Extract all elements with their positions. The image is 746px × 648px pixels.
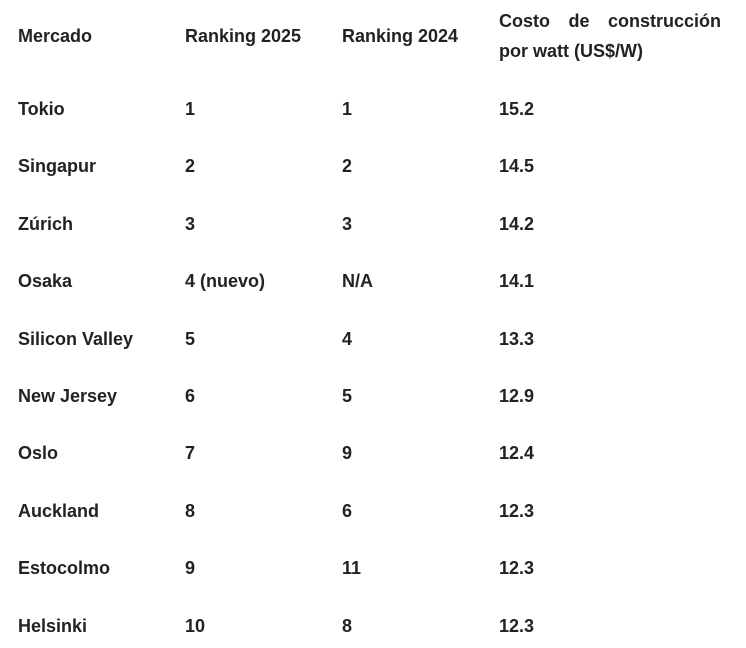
table-cell: 3 <box>185 213 196 234</box>
table-cell: 10 <box>185 615 206 636</box>
table-cell: 3 <box>342 213 353 234</box>
table-cell: 12.3 <box>499 615 535 636</box>
header-cell: Ranking 2025 <box>185 26 302 46</box>
table-cell: 1 <box>342 99 353 119</box>
table-cell: Zúrich <box>18 213 74 234</box>
header-cell: Costo de construcción por watt (US$/W) <box>499 11 721 61</box>
table-cell: 2 <box>185 156 196 177</box>
table-cell: 6 <box>342 500 353 521</box>
table-cell: Silicon Valley <box>18 328 134 349</box>
table-cell: 4 <box>342 328 353 349</box>
table-cell: Tokio <box>18 99 65 119</box>
table-cell: Auckland <box>18 500 100 521</box>
table-cell: Estocolmo <box>18 558 111 579</box>
table-cell: 12.9 <box>499 386 535 406</box>
header-cell: Mercado <box>18 26 93 46</box>
header-cell: Ranking 2024 <box>342 26 459 46</box>
table-cell: 12.4 <box>499 443 535 464</box>
table-cell: Osaka <box>18 271 73 292</box>
table-cell: 7 <box>185 443 196 464</box>
table-cell: Singapur <box>18 156 97 177</box>
table-cell: 12.3 <box>499 558 535 579</box>
table-cell: 13.3 <box>499 328 535 349</box>
table-cell: New Jersey <box>18 386 118 406</box>
table-cell: 5 <box>342 386 353 406</box>
table-cell: 9 <box>342 443 353 464</box>
table-cell: 2 <box>342 156 353 177</box>
table-cell: 1 <box>185 99 196 119</box>
table-cell: 11 <box>342 558 362 579</box>
table-cell: N/A <box>342 271 373 292</box>
table-cell: 12.3 <box>499 500 535 521</box>
table-cell: 14.5 <box>499 156 535 177</box>
table-cell: Oslo <box>18 443 59 464</box>
table-cell: 6 <box>185 386 196 406</box>
table-cell: 9 <box>185 558 196 579</box>
table-cell: 8 <box>185 500 196 521</box>
table-cell: 15.2 <box>499 99 535 119</box>
table-cell: 5 <box>185 328 196 349</box>
table-cell: 8 <box>342 615 353 636</box>
table-cell: Helsinki <box>18 615 88 636</box>
table-cell: 14.2 <box>499 213 535 234</box>
table-cell: 14.1 <box>499 271 535 292</box>
table-cell: 4 (nuevo) <box>185 271 266 292</box>
